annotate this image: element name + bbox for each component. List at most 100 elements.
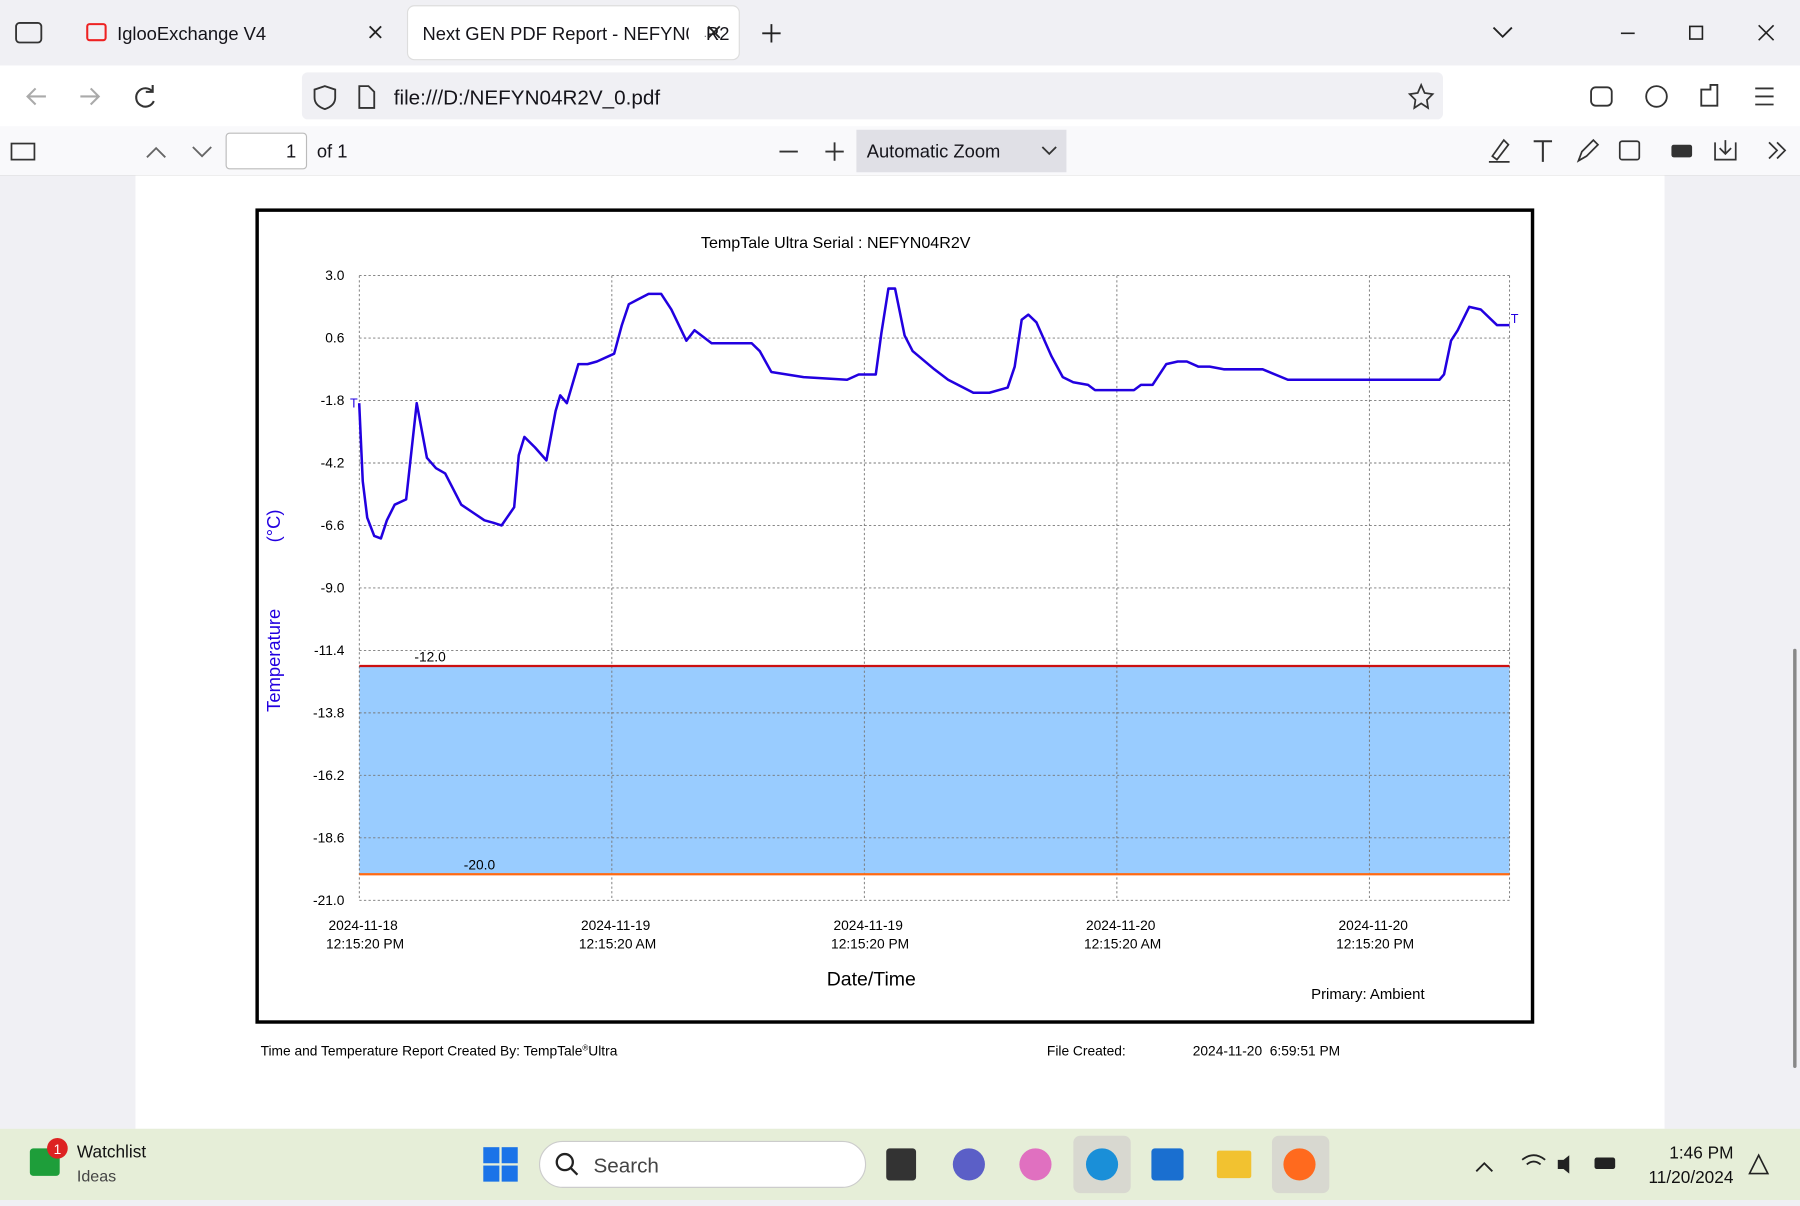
draw-tool[interactable] bbox=[1576, 138, 1600, 163]
tab-favicon bbox=[86, 23, 107, 42]
x-tick-label: 2024-11-19 12:15:20 AM bbox=[579, 918, 656, 951]
y-tick-label: -18.6 bbox=[313, 830, 345, 845]
tab-list-icon[interactable] bbox=[15, 22, 43, 44]
y-tick-label: -1.8 bbox=[321, 393, 345, 408]
tab-title[interactable]: IglooExchange V4 bbox=[117, 23, 266, 44]
battery[interactable] bbox=[1594, 1157, 1616, 1169]
x-tick-label: 2024-11-20 12:15:20 AM bbox=[1084, 918, 1161, 951]
wifi[interactable] bbox=[1521, 1154, 1546, 1166]
scrollbar-thumb[interactable] bbox=[1793, 648, 1797, 1068]
highlight-tool[interactable] bbox=[1488, 138, 1510, 163]
forward[interactable] bbox=[80, 87, 101, 106]
tab-menu[interactable] bbox=[1492, 26, 1513, 39]
app-store[interactable] bbox=[1151, 1148, 1184, 1181]
limit-label: -20.0 bbox=[464, 858, 496, 873]
clock-date[interactable]: 11/20/2024 bbox=[1649, 1167, 1734, 1187]
reload[interactable] bbox=[135, 84, 155, 108]
next-page[interactable] bbox=[192, 146, 212, 158]
widget-title[interactable]: Watchlist bbox=[77, 1142, 146, 1162]
print[interactable] bbox=[1671, 144, 1693, 158]
y-axis-label: Temperature bbox=[263, 609, 284, 712]
temperature-line bbox=[357, 287, 1510, 540]
text-tool[interactable] bbox=[1533, 140, 1553, 162]
search-label[interactable]: Search bbox=[593, 1154, 658, 1177]
search-box[interactable] bbox=[538, 1140, 867, 1188]
zoom-select[interactable] bbox=[856, 129, 1067, 173]
chart-title: TempTale Ultra Serial : NEFYN04R2V bbox=[701, 234, 971, 252]
footer-created-by: Time and Temperature Report Created By: … bbox=[261, 1043, 618, 1058]
app-copilot[interactable] bbox=[1019, 1148, 1052, 1181]
tab-close[interactable] bbox=[368, 25, 382, 39]
app-teams[interactable] bbox=[952, 1148, 985, 1181]
notifications[interactable] bbox=[1748, 1153, 1770, 1175]
url-bar[interactable] bbox=[301, 72, 1443, 120]
tray-expand[interactable] bbox=[1475, 1161, 1493, 1172]
app-edge[interactable] bbox=[1085, 1148, 1119, 1181]
file-created: 2024-11-20 6:59:51 PM bbox=[1193, 1043, 1340, 1058]
start-marker: T bbox=[350, 397, 358, 411]
search-icon bbox=[555, 1152, 574, 1172]
end-marker: T bbox=[1511, 312, 1519, 326]
page-number[interactable]: 1 bbox=[286, 140, 296, 161]
badge-count: 1 bbox=[54, 1142, 62, 1157]
prev-page[interactable] bbox=[146, 146, 166, 158]
active-tab[interactable] bbox=[406, 5, 740, 61]
tab-title[interactable]: Next GEN PDF Report - NEFYN04R2 bbox=[422, 23, 729, 44]
y-tick-label: -6.6 bbox=[321, 518, 345, 533]
sidebar-toggle[interactable] bbox=[10, 142, 36, 161]
account[interactable] bbox=[1645, 85, 1668, 108]
search-icon-handle bbox=[569, 1167, 579, 1176]
page-input[interactable] bbox=[225, 132, 308, 170]
footer-reg: ® bbox=[582, 1044, 588, 1053]
tab-fade bbox=[688, 11, 705, 56]
close-window[interactable] bbox=[1758, 24, 1775, 41]
x-tick-label: 2024-11-20 12:15:20 PM bbox=[1336, 918, 1414, 951]
pocket[interactable] bbox=[1590, 86, 1613, 107]
y-axis-unit: (°C) bbox=[263, 510, 284, 543]
back[interactable] bbox=[26, 87, 46, 106]
x-tick-label: 2024-11-18 12:15:20 PM bbox=[326, 918, 404, 951]
save[interactable] bbox=[1714, 140, 1737, 161]
file-created-label: File Created: bbox=[1047, 1043, 1126, 1058]
x-axis-label: Date/Time bbox=[827, 968, 916, 990]
new-tab[interactable] bbox=[762, 24, 781, 43]
y-tick-label: -16.2 bbox=[313, 768, 344, 783]
footer-product: Ultra bbox=[588, 1043, 617, 1058]
zoom-level[interactable]: Automatic Zoom bbox=[867, 140, 1001, 161]
widget-sub[interactable]: Ideas bbox=[77, 1168, 116, 1186]
x-tick-label: 2024-11-19 12:15:20 PM bbox=[831, 918, 909, 951]
page-count: of 1 bbox=[317, 140, 348, 161]
extensions[interactable] bbox=[1700, 84, 1719, 107]
zoom-caret[interactable] bbox=[1041, 146, 1057, 156]
bookmark-star[interactable] bbox=[1407, 82, 1435, 110]
tab-strip bbox=[0, 0, 1800, 66]
limit-label: -12.0 bbox=[414, 649, 446, 664]
clock-time[interactable]: 1:46 PM bbox=[1669, 1143, 1733, 1163]
limit-band bbox=[359, 666, 1510, 875]
y-tick-label: -13.8 bbox=[313, 705, 345, 720]
footer-text: Time and Temperature Report Created By: … bbox=[261, 1043, 583, 1058]
app-explorer[interactable] bbox=[1216, 1150, 1252, 1179]
chart-note: Primary: Ambient bbox=[1311, 986, 1425, 1003]
y-tick-label: 3.0 bbox=[325, 268, 344, 283]
y-tick-label: -9.0 bbox=[321, 581, 345, 596]
zoom-in[interactable] bbox=[825, 142, 844, 161]
chart: TempTale Ultra Serial : NEFYN04R2V 3.0 0.6… bbox=[263, 234, 1519, 1003]
more-tools[interactable] bbox=[1768, 141, 1787, 160]
tab-close[interactable] bbox=[707, 25, 721, 39]
start-button[interactable] bbox=[483, 1147, 518, 1182]
image-tool[interactable] bbox=[1618, 140, 1641, 161]
chart-frame bbox=[255, 208, 1535, 1024]
taskview[interactable] bbox=[886, 1148, 917, 1181]
menu[interactable] bbox=[1755, 87, 1774, 106]
y-tick-label: -11.4 bbox=[314, 643, 345, 658]
url[interactable]: file:///D:/NEFYN04R2V_0.pdf bbox=[394, 86, 661, 109]
y-tick-label: 0.6 bbox=[325, 331, 344, 346]
shield-icon[interactable] bbox=[313, 85, 337, 111]
badge bbox=[47, 1137, 68, 1159]
restore[interactable] bbox=[1688, 25, 1704, 40]
app-firefox[interactable] bbox=[1283, 1148, 1316, 1181]
file-icon bbox=[358, 85, 376, 109]
